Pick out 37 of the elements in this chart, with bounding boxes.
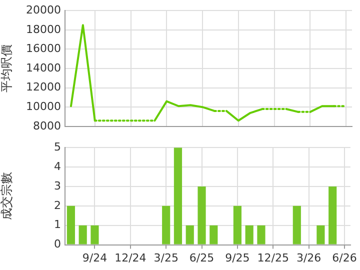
y-axis-title: 成交宗數 <box>0 172 14 220</box>
x-tick-label: 12/24 <box>114 251 146 264</box>
y-tick-label: 20000 <box>26 3 61 16</box>
y-tick-label: 3 <box>54 179 61 192</box>
x-tick-label: 6/25 <box>189 251 214 264</box>
bar <box>257 225 266 244</box>
bar <box>210 225 218 244</box>
bar <box>78 225 87 244</box>
y-tick-label: 10000 <box>26 100 61 113</box>
y-tick-label: 5 <box>54 140 61 154</box>
bar <box>328 186 337 244</box>
y-tick-label: 8000 <box>33 119 61 132</box>
y-tick-label: 0 <box>54 238 61 251</box>
x-tick-label: 6/26 <box>332 251 357 264</box>
bar <box>198 186 206 244</box>
bar <box>316 225 325 244</box>
y-tick-label: 18000 <box>26 22 61 36</box>
bar <box>90 225 99 244</box>
bar <box>292 206 301 244</box>
y-tick-label: 12000 <box>26 80 61 94</box>
x-tick-label: 3/26 <box>296 251 322 264</box>
bar <box>174 148 182 244</box>
y-tick-label: 14000 <box>26 61 61 74</box>
y-tick-label: 1 <box>54 218 61 232</box>
x-tick-label: 3/25 <box>154 251 178 264</box>
bar <box>162 206 170 244</box>
x-tick-label: 9/25 <box>225 251 250 264</box>
bar <box>186 225 194 244</box>
bar <box>66 206 75 244</box>
y-tick-label: 16000 <box>26 42 61 56</box>
y-tick-label: 4 <box>54 160 61 173</box>
x-tick-label: 12/25 <box>257 251 289 264</box>
y-axis-title: 平均呎價 <box>0 44 14 92</box>
bar <box>233 206 242 244</box>
bar <box>245 225 254 244</box>
x-tick-label: 9/24 <box>82 251 108 264</box>
y-tick-label: 2 <box>54 198 61 212</box>
